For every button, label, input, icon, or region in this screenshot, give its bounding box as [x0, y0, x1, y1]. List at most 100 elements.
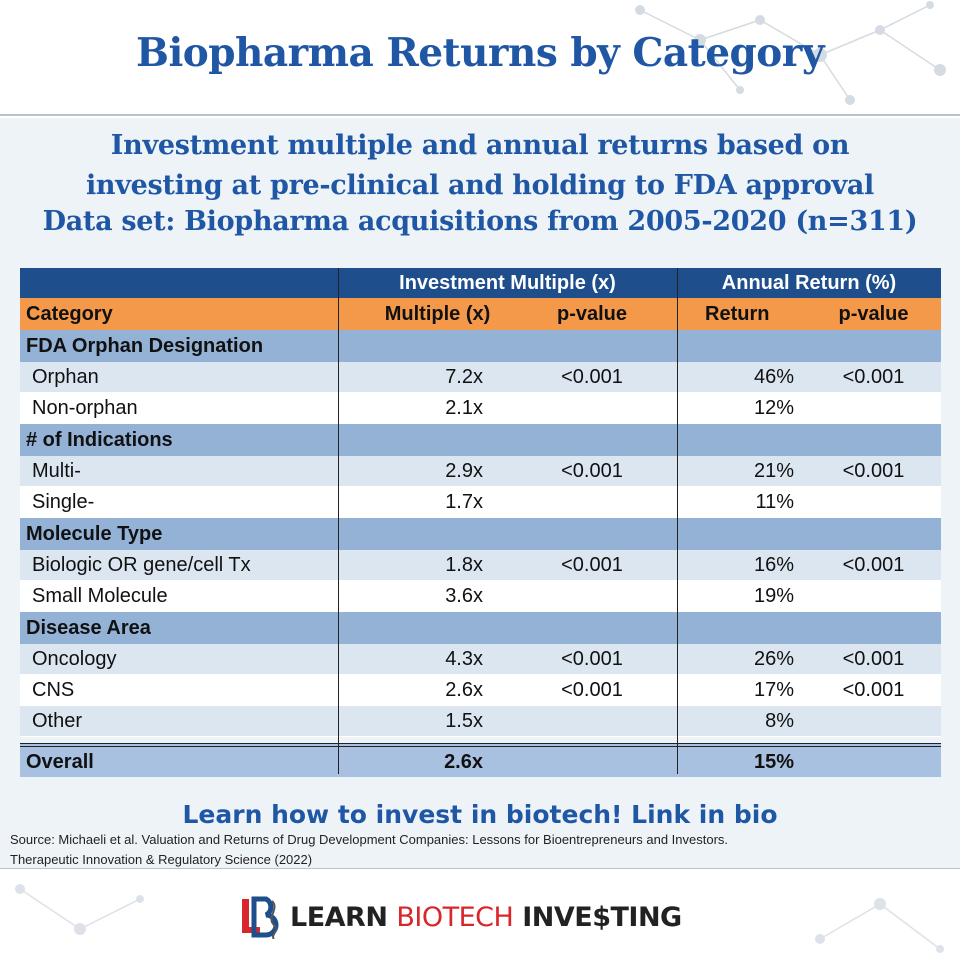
row-multiple: 1.7x: [338, 487, 507, 518]
brand-logo[interactable]: LEARN BIOTECH INVE$TING: [240, 895, 682, 939]
row-multiple: 2.1x: [338, 393, 507, 424]
footer-band: [0, 868, 960, 960]
group-header-multiple: Investment Multiple (x): [399, 271, 616, 294]
section-header-row: Disease Area: [20, 612, 941, 644]
row-category: Single-: [20, 487, 338, 518]
row-return-pvalue: <0.001: [806, 456, 941, 487]
overall-row: Overall 2.6x 15%: [20, 743, 941, 777]
column-header-return: Return: [705, 302, 770, 325]
source-line-1: Source: Michaeli et al. Valuation and Re…: [10, 832, 729, 847]
row-return: 8%: [677, 706, 806, 737]
section-header-label: Molecule Type: [26, 522, 163, 545]
row-return: 16%: [677, 550, 806, 581]
logo-investing: INVE$TING: [513, 901, 682, 933]
table-row: CNS 2.6x <0.001 17% <0.001: [20, 675, 941, 706]
logo-tech: TECH: [442, 901, 514, 933]
row-category: Non-orphan: [20, 393, 338, 424]
row-multiple: 4.3x: [338, 644, 507, 675]
row-category: Small Molecule: [20, 581, 338, 612]
row-multiple-pvalue: [507, 581, 677, 612]
row-multiple: 1.8x: [338, 550, 507, 581]
column-divider-2: [677, 268, 678, 774]
group-header-return: Annual Return (%): [721, 271, 897, 294]
row-multiple-pvalue: [507, 487, 677, 518]
section-header-label: # of Indications: [26, 428, 173, 451]
row-multiple: 3.6x: [338, 581, 507, 612]
overall-return: 15%: [753, 750, 794, 773]
group-header-blank: [20, 268, 338, 298]
column-divider-1: [338, 268, 339, 774]
row-return: 11%: [677, 487, 806, 518]
table-row: Non-orphan 2.1x 12%: [20, 393, 941, 424]
row-multiple-pvalue: <0.001: [507, 644, 677, 675]
row-return-pvalue: <0.001: [806, 362, 941, 393]
row-multiple-pvalue: <0.001: [507, 456, 677, 487]
row-return: 19%: [677, 581, 806, 612]
row-return-pvalue: [806, 706, 941, 737]
table-row: Single- 1.7x 11%: [20, 487, 941, 518]
row-category: Orphan: [20, 362, 338, 393]
row-return-pvalue: <0.001: [806, 675, 941, 706]
returns-table: Investment Multiple (x) Annual Return (%…: [20, 268, 941, 777]
overall-return-pvalue: [806, 747, 941, 777]
row-category: Multi-: [20, 456, 338, 487]
table-row: Oncology 4.3x <0.001 26% <0.001: [20, 644, 941, 675]
table-row: Small Molecule 3.6x 19%: [20, 581, 941, 612]
row-return-pvalue: <0.001: [806, 644, 941, 675]
brand-logo-text: LEARN BIOTECH INVE$TING: [290, 902, 682, 933]
row-multiple: 2.9x: [338, 456, 507, 487]
column-header-row: Category Multiple (x) p-value Return p-v…: [20, 298, 941, 330]
cta-link-text[interactable]: Learn how to invest in biotech! Link in …: [182, 800, 778, 829]
table-row: Biologic OR gene/cell Tx 1.8x <0.001 16% <0.…: [20, 550, 941, 581]
group-header-row: Investment Multiple (x) Annual Return (%…: [20, 268, 941, 298]
source-line-2: Therapeutic Innovation & Regulatory Scie…: [10, 852, 313, 867]
row-return-pvalue: [806, 393, 941, 424]
overall-multiple-pvalue: [507, 747, 677, 777]
header-band: [0, 0, 960, 116]
subtitle-line-3: Data set: Biopharma acquisitions from 20…: [42, 206, 918, 237]
column-header-return-pvalue: p-value: [838, 302, 909, 325]
row-category: Biologic OR gene/cell Tx: [20, 550, 338, 581]
table-row: Orphan 7.2x <0.001 46% <0.001: [20, 362, 941, 393]
row-return: 12%: [677, 393, 806, 424]
row-multiple-pvalue: <0.001: [507, 362, 677, 393]
molecule-network-decoration: [635, 1, 946, 105]
overall-multiple: 2.6x: [444, 750, 483, 773]
row-return: 26%: [677, 644, 806, 675]
row-return: 17%: [677, 675, 806, 706]
column-header-multiple: Multiple (x): [384, 302, 491, 325]
row-multiple-pvalue: [507, 706, 677, 737]
row-category: Oncology: [20, 644, 338, 675]
row-multiple: 7.2x: [338, 362, 507, 393]
row-multiple-pvalue: [507, 393, 677, 424]
section-header-row: Molecule Type: [20, 518, 941, 550]
subtitle-line-2: investing at pre-clinical and holding to…: [85, 170, 875, 201]
section-header-label: Disease Area: [26, 616, 151, 639]
row-category: Other: [20, 706, 338, 737]
row-return: 21%: [677, 456, 806, 487]
page-title: Biopharma Returns by Category: [135, 30, 825, 76]
row-return: 46%: [677, 362, 806, 393]
row-return-pvalue: [806, 487, 941, 518]
table-row: Multi- 2.9x <0.001 21% <0.001: [20, 456, 941, 487]
column-header-category: Category: [26, 302, 113, 325]
row-category: CNS: [20, 675, 338, 706]
row-multiple: 1.5x: [338, 706, 507, 737]
lb-dna-logo-icon: [242, 896, 279, 939]
table-body: FDA Orphan Designation Orphan 7.2x <0.001 46…: [20, 330, 941, 737]
molecule-network-decoration-footer: [15, 884, 944, 953]
section-header-label: FDA Orphan Designation: [26, 334, 264, 357]
row-return-pvalue: <0.001: [806, 550, 941, 581]
section-header-row: # of Indications: [20, 424, 941, 456]
logo-bio: BIO: [396, 901, 443, 933]
source-citation: Source: Michaeli et al. Valuation and Re…: [10, 830, 910, 870]
logo-learn: LEARN: [290, 901, 397, 933]
table-row: Other 1.5x 8%: [20, 706, 941, 737]
row-return-pvalue: [806, 581, 941, 612]
subtitle-line-1: Investment multiple and annual returns b…: [110, 130, 850, 161]
row-multiple: 2.6x: [338, 675, 507, 706]
column-header-multiple-pvalue: p-value: [556, 302, 628, 325]
row-multiple-pvalue: <0.001: [507, 675, 677, 706]
section-header-row: FDA Orphan Designation: [20, 330, 941, 362]
